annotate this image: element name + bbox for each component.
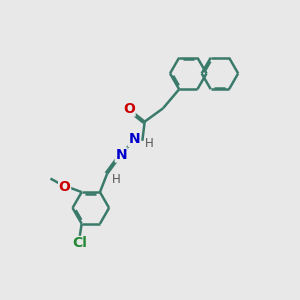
Text: H: H — [112, 173, 121, 186]
Text: N: N — [128, 132, 140, 146]
Text: H: H — [144, 136, 153, 150]
Text: Cl: Cl — [72, 236, 87, 250]
Text: O: O — [123, 102, 135, 116]
Text: N: N — [115, 148, 127, 162]
Text: O: O — [59, 180, 70, 194]
